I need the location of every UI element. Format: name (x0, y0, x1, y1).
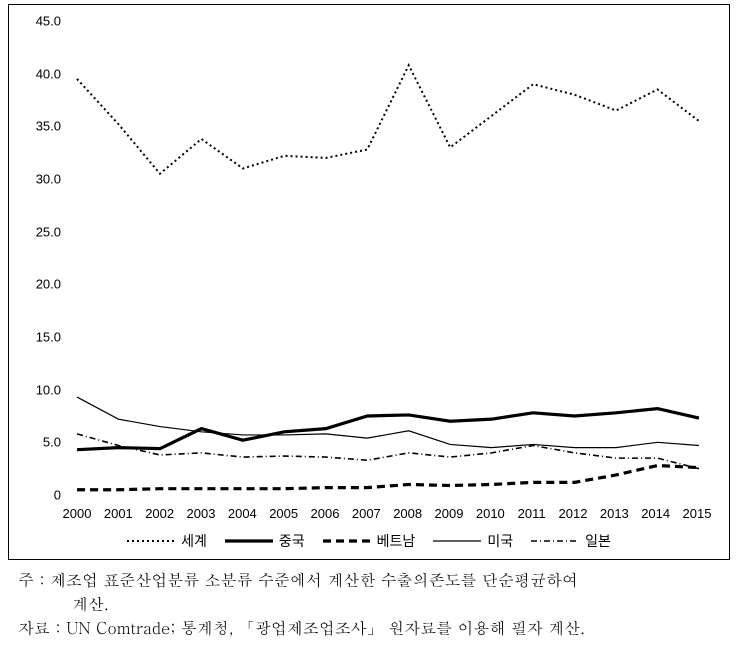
footnote-source-head: 자료： (18, 616, 66, 640)
x-tick-label: 2003 (187, 506, 216, 521)
legend-label: 미국 (487, 531, 513, 551)
chart-plot: 0 5.0 10.0 15.0 20.0 25.0 30.0 35.0 40.0 45.0 200… (23, 15, 715, 525)
legend-label: 세계 (181, 531, 207, 551)
y-tick-label: 5.0 (23, 435, 61, 450)
x-tick-label: 2011 (518, 506, 546, 521)
series-china (77, 409, 699, 450)
series-world (77, 65, 699, 173)
legend-item-world: 세계 (127, 531, 207, 551)
legend-label: 일본 (585, 531, 611, 551)
x-tick-label: 2005 (269, 506, 298, 521)
plot-area (67, 21, 709, 495)
y-tick-label: 25.0 (23, 224, 61, 239)
y-tick-label: 10.0 (23, 382, 61, 397)
footnote-note-head: 주： (18, 568, 50, 592)
footnote-source-body: UN Comtrade; 통계청, 「광업제조업조사」 원자료를 이용해 필자 … (66, 616, 728, 640)
y-tick-label: 45.0 (23, 14, 61, 29)
footnote-note: 주： 제조업 표준산업분류 소분류 수준에서 계산한 수출의존도를 단순평균하여 (18, 568, 728, 592)
legend-item-usa: 미국 (433, 531, 513, 551)
x-tick-label: 2007 (352, 506, 381, 521)
footnote-note-line1: 제조업 표준산업분류 소분류 수준에서 계산한 수출의존도를 단순평균하여 (50, 568, 728, 592)
x-tick-label: 2014 (641, 506, 670, 521)
footnote-source: 자료： UN Comtrade; 통계청, 「광업제조업조사」 원자료를 이용해… (18, 616, 728, 640)
series-usa (77, 397, 699, 448)
series-japan (77, 434, 699, 469)
legend-item-japan: 일본 (531, 531, 611, 551)
plot-svg (67, 21, 709, 495)
series-vietnam (77, 466, 699, 490)
x-tick-label: 2008 (393, 506, 422, 521)
legend-swatch-japan (531, 534, 579, 548)
legend-swatch-usa (433, 534, 481, 548)
x-tick-label: 2002 (145, 506, 174, 521)
y-tick-label: 20.0 (23, 277, 61, 292)
footnote-note-line2: 계산. (18, 592, 728, 616)
x-tick-label: 2013 (600, 506, 629, 521)
y-tick-label: 15.0 (23, 330, 61, 345)
y-tick-label: 35.0 (23, 119, 61, 134)
chart-footnotes: 주： 제조업 표준산업분류 소분류 수준에서 계산한 수출의존도를 단순평균하여… (18, 568, 728, 640)
x-tick-label: 2009 (435, 506, 464, 521)
legend-swatch-world (127, 534, 175, 548)
legend-label: 중국 (279, 531, 305, 551)
y-tick-label: 0 (23, 488, 61, 503)
chart-legend: 세계 중국 베트남 미국 일본 (23, 525, 715, 551)
legend-item-vietnam: 베트남 (323, 531, 416, 551)
x-tick-label: 2010 (476, 506, 505, 521)
x-tick-label: 2004 (228, 506, 257, 521)
x-tick-label: 2006 (311, 506, 340, 521)
x-tick-label: 2015 (683, 506, 712, 521)
x-tick-label: 2001 (104, 506, 133, 521)
legend-swatch-vietnam (323, 534, 371, 548)
legend-swatch-china (225, 534, 273, 548)
y-tick-label: 40.0 (23, 66, 61, 81)
chart-frame: 0 5.0 10.0 15.0 20.0 25.0 30.0 35.0 40.0 45.0 200… (8, 4, 730, 560)
y-tick-label: 30.0 (23, 172, 61, 187)
x-tick-label: 2012 (559, 506, 588, 521)
legend-item-china: 중국 (225, 531, 305, 551)
x-tick-label: 2000 (63, 506, 92, 521)
legend-label: 베트남 (377, 531, 416, 551)
